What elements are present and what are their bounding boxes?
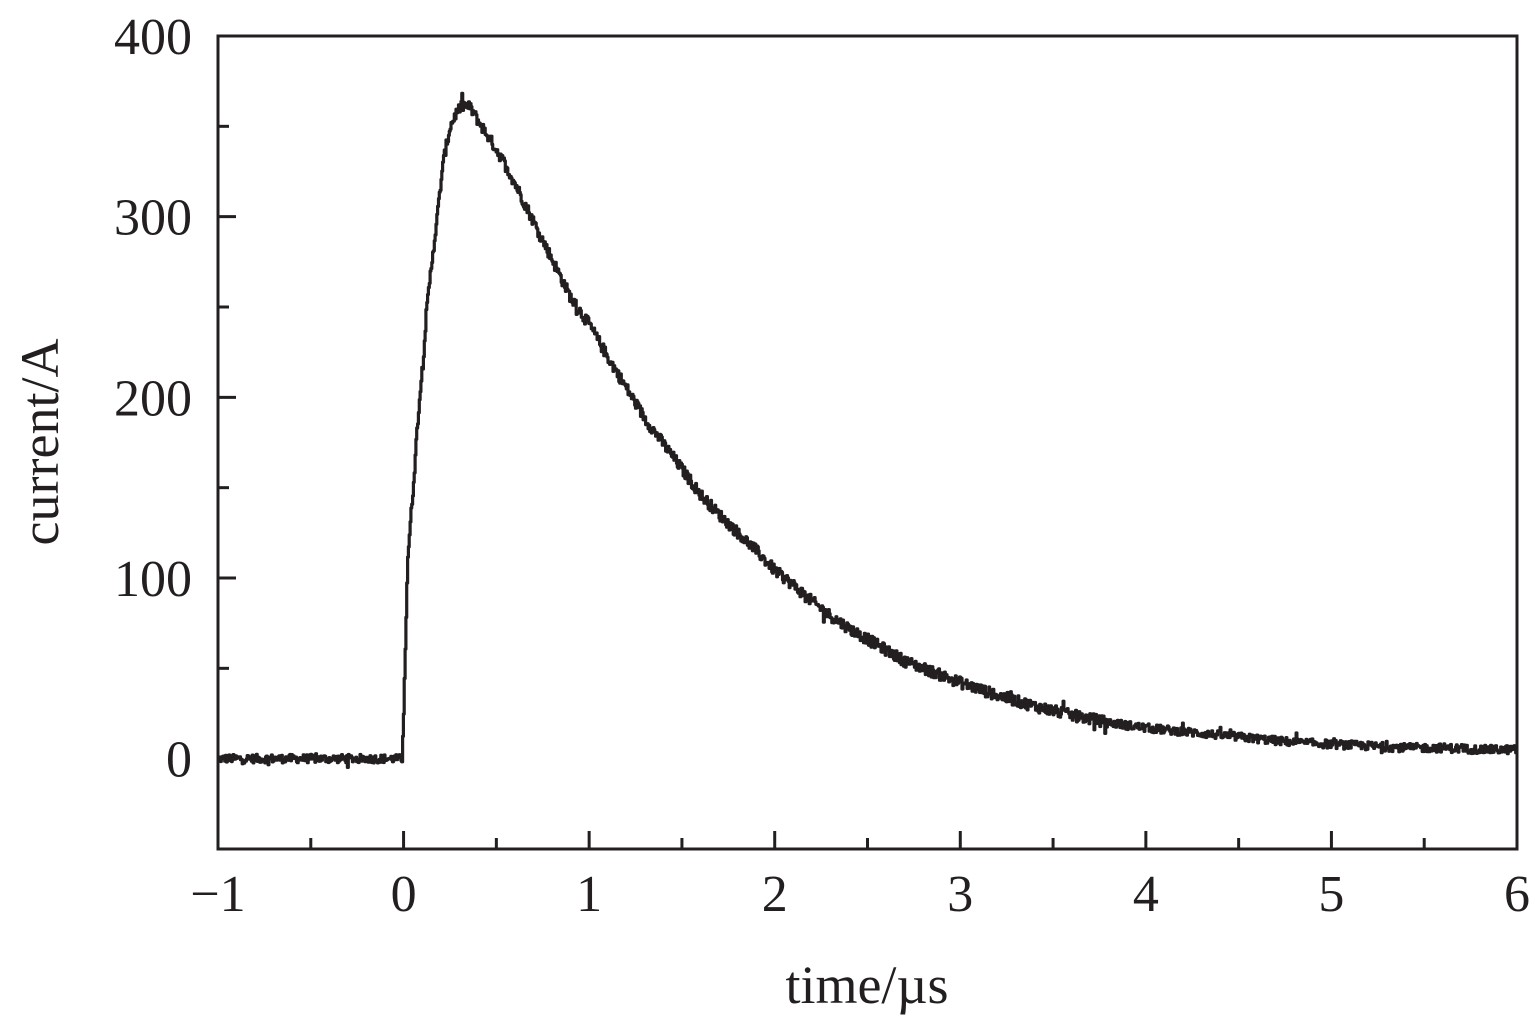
x-tick-label: −1 — [190, 866, 245, 923]
x-tick-label: 4 — [1133, 866, 1159, 923]
y-tick-label: 100 — [114, 551, 192, 608]
x-axis-title: time/µs — [785, 955, 948, 1015]
plot-frame — [216, 34, 1519, 851]
plot-area — [217, 91, 1519, 770]
series-line-0 — [217, 91, 1519, 770]
y-tick-label: 0 — [166, 732, 192, 789]
x-tick-label: 6 — [1504, 866, 1530, 923]
x-tick-label: 1 — [576, 866, 602, 923]
x-tick-label: 3 — [947, 866, 973, 923]
x-tick-label: 2 — [762, 866, 788, 923]
y-tick-label: 300 — [114, 190, 192, 247]
x-tick-label: 0 — [391, 866, 417, 923]
axes: −1 0 1 2 3 4 5 6 0 100 200 300 400 — [114, 9, 1530, 923]
y-tick-label: 200 — [114, 370, 192, 427]
x-tick-label: 5 — [1318, 866, 1344, 923]
y-axis-title: current/A — [10, 339, 70, 546]
y-tick-label: 400 — [114, 9, 192, 66]
